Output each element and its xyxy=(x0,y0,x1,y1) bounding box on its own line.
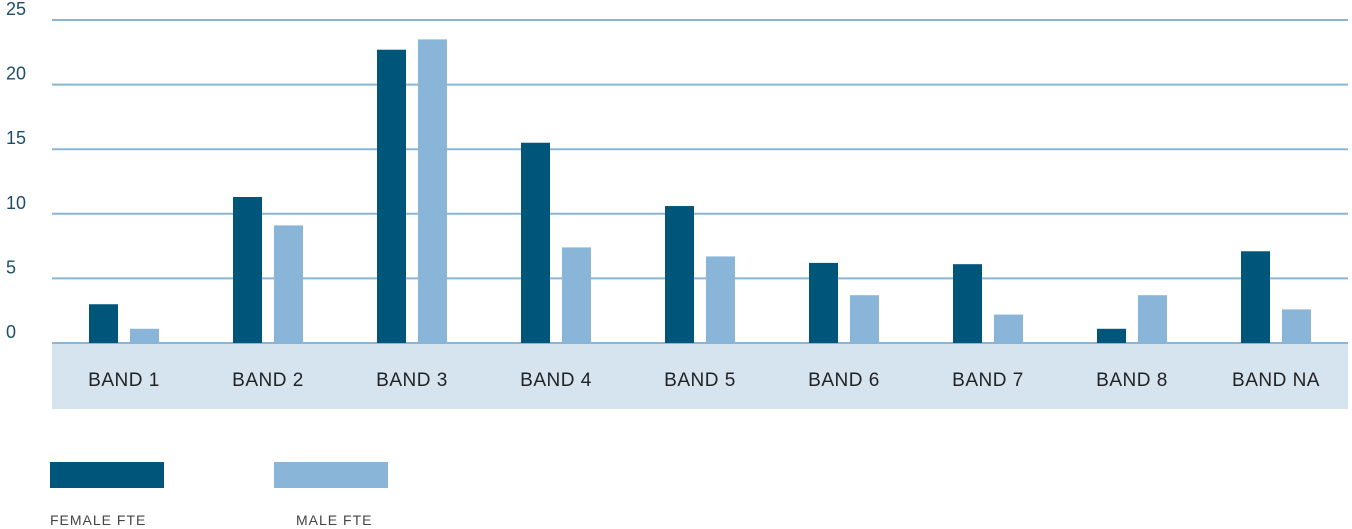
x-tick-label: BAND 7 xyxy=(952,370,1024,391)
legend-swatch-female xyxy=(50,462,164,488)
x-axis-ticks: BAND 1 BAND 2 BAND 3 BAND 4 BAND 5 BAND 6 BAND… xyxy=(88,370,1320,391)
bar-female xyxy=(89,304,118,343)
y-tick-label: 0 xyxy=(6,322,16,342)
bar-female xyxy=(1241,251,1270,343)
bar-male xyxy=(1282,309,1311,343)
bar-male xyxy=(274,225,303,343)
bar-male xyxy=(706,256,735,343)
bar-female xyxy=(1097,328,1126,343)
y-tick-label: 20 xyxy=(6,64,26,84)
bar-female xyxy=(809,262,838,343)
legend-swatch-male xyxy=(274,462,388,488)
bar-female xyxy=(377,49,406,343)
y-tick-label: 25 xyxy=(6,0,26,19)
legend-label-male: MALE FTE xyxy=(296,512,373,528)
y-tick-label: 5 xyxy=(6,257,16,277)
x-tick-label: BAND 3 xyxy=(376,370,448,391)
bar-male xyxy=(130,328,159,343)
y-axis-ticks: 0 5 10 15 20 25 xyxy=(6,0,26,342)
bar-female xyxy=(233,197,262,343)
x-tick-label: BAND 8 xyxy=(1096,370,1168,391)
bar-female xyxy=(665,206,694,343)
legend-item-female: FEMALE FTE xyxy=(50,462,164,528)
bar-male xyxy=(1138,295,1167,343)
x-tick-label: BAND 4 xyxy=(520,370,592,391)
x-tick-label: BAND 5 xyxy=(664,370,736,391)
y-tick-label: 15 xyxy=(6,128,26,148)
bar-female xyxy=(521,142,550,343)
bar-male xyxy=(850,295,879,343)
gridlines xyxy=(52,19,1348,344)
bars xyxy=(89,39,1311,343)
x-tick-label: BAND 1 xyxy=(88,370,160,391)
y-tick-label: 10 xyxy=(6,193,26,213)
legend-item-male: MALE FTE xyxy=(274,462,388,528)
bar-male xyxy=(994,314,1023,343)
x-axis-band xyxy=(52,343,1348,409)
x-tick-label: BAND 6 xyxy=(808,370,880,391)
x-tick-label: BAND NA xyxy=(1232,370,1320,391)
x-tick-label: BAND 2 xyxy=(232,370,304,391)
legend-label-female: FEMALE FTE xyxy=(50,512,147,528)
bar-male xyxy=(418,39,447,343)
bar-female xyxy=(953,264,982,343)
bar-male xyxy=(562,247,591,343)
